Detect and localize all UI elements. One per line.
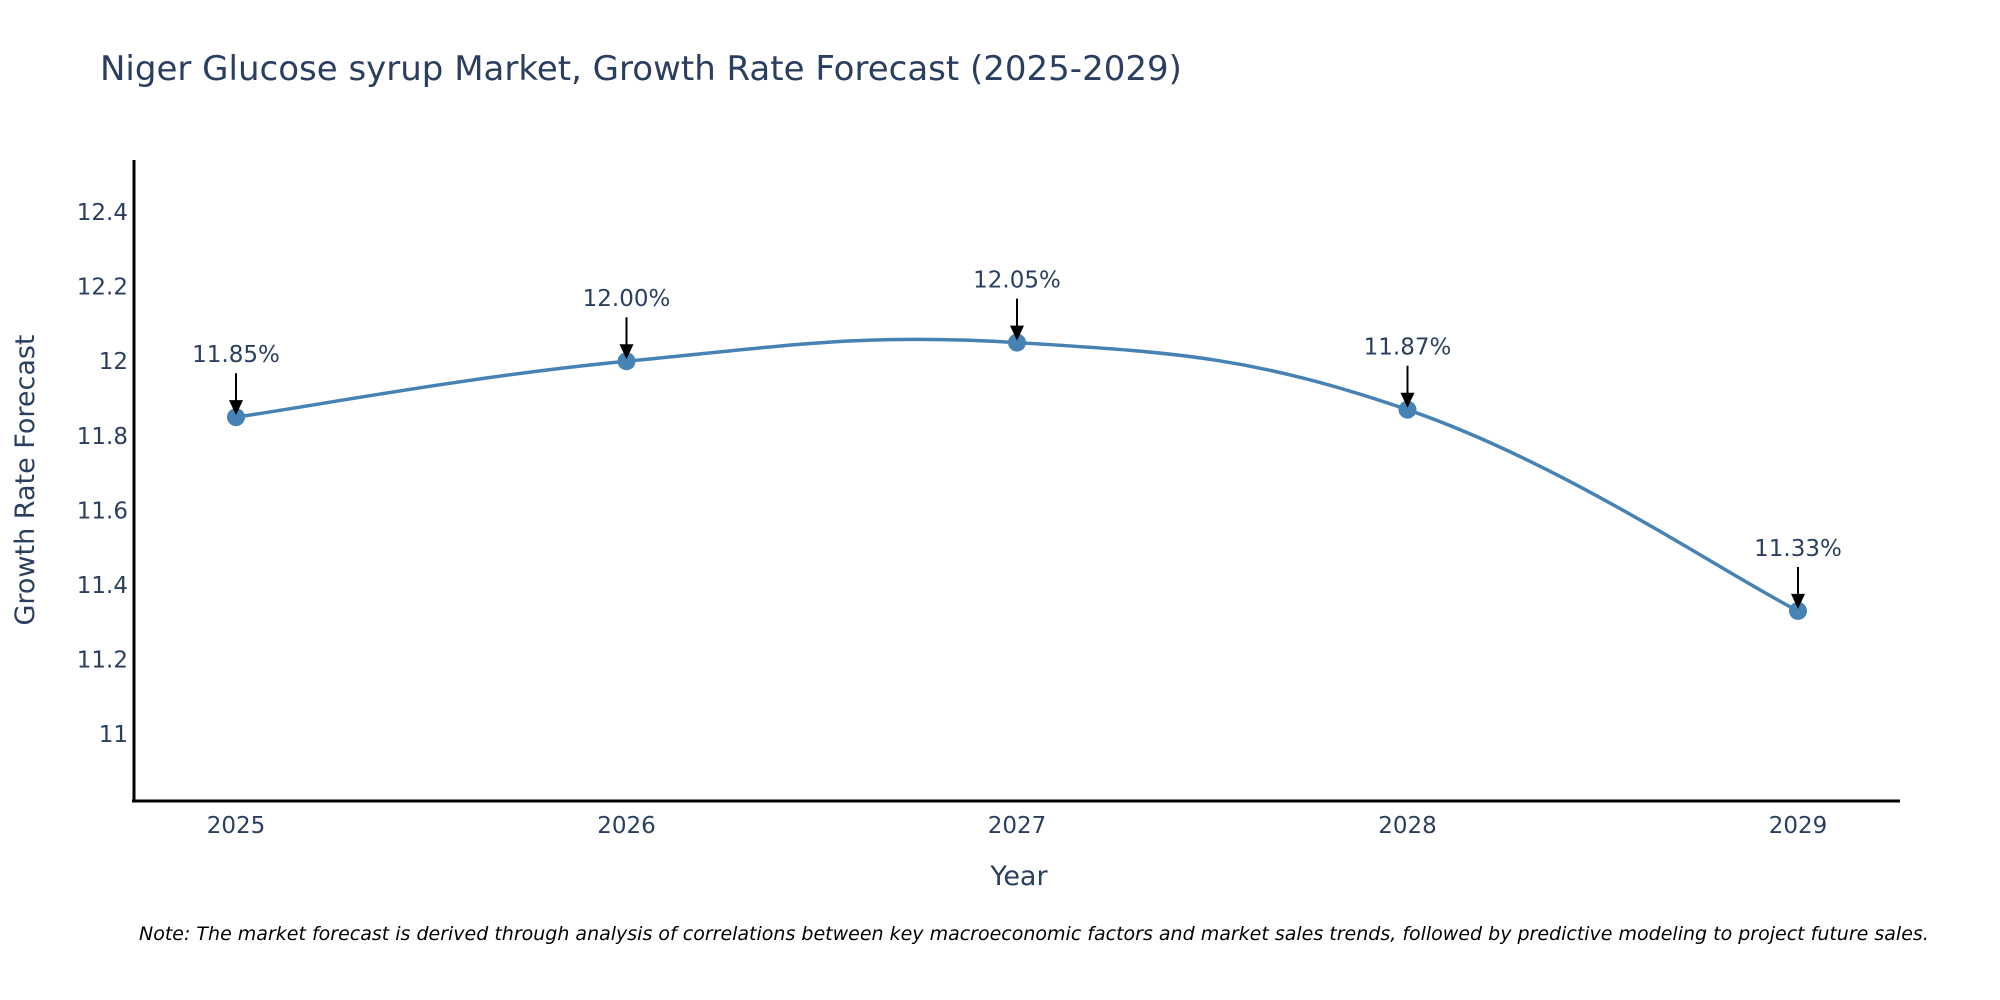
data-label: 12.00% xyxy=(583,286,671,312)
data-point xyxy=(617,352,636,371)
data-label: 11.87% xyxy=(1364,335,1452,361)
annotation-arrow-head xyxy=(619,344,634,360)
y-tick-label: 12 xyxy=(99,349,128,375)
data-label: 11.85% xyxy=(192,342,280,368)
x-tick-label: 2025 xyxy=(207,813,266,839)
data-point xyxy=(1789,601,1807,620)
data-point xyxy=(227,408,245,427)
x-axis-ticks: 2025 2026 2027 2028 2029 xyxy=(207,813,1828,839)
y-tick-label: 11 xyxy=(99,722,128,748)
x-tick-label: 2027 xyxy=(988,813,1047,839)
data-label: 12.05% xyxy=(973,268,1061,294)
y-tick-label: 11.6 xyxy=(77,498,128,524)
data-point xyxy=(1008,333,1026,352)
x-tick-label: 2026 xyxy=(597,813,656,839)
data-point xyxy=(1398,400,1417,419)
annotation-arrow-head xyxy=(1400,392,1415,408)
y-axis-ticks: 11 11.2 11.4 11.6 11.8 12 12.2 12.4 xyxy=(77,200,128,748)
y-tick-label: 11.4 xyxy=(77,573,128,599)
y-tick-label: 12.2 xyxy=(77,275,128,301)
data-label: 11.33% xyxy=(1754,536,1842,562)
x-axis-title: Year xyxy=(989,861,1048,892)
annotation-arrow-head xyxy=(1791,593,1805,609)
y-tick-label: 11.2 xyxy=(77,647,128,673)
chart-title: Niger Glucose syrup Market, Growth Rate … xyxy=(100,49,1182,89)
y-tick-label: 11.8 xyxy=(77,424,128,450)
footnote: Note: The market forecast is derived thr… xyxy=(139,923,1929,945)
x-tick-label: 2028 xyxy=(1378,813,1437,839)
series-markers xyxy=(227,333,1807,620)
annotation-arrow-head xyxy=(1010,325,1024,341)
series-line xyxy=(235,337,1799,613)
x-tick-label: 2029 xyxy=(1769,813,1828,839)
annotation-arrow-head xyxy=(229,400,243,416)
data-annotations: 11.85% 12.00% 12.05% 11.87% 11.33% xyxy=(192,268,1842,609)
y-tick-label: 12.4 xyxy=(77,200,128,226)
y-axis-title: Growth Rate Forecast xyxy=(10,334,41,625)
